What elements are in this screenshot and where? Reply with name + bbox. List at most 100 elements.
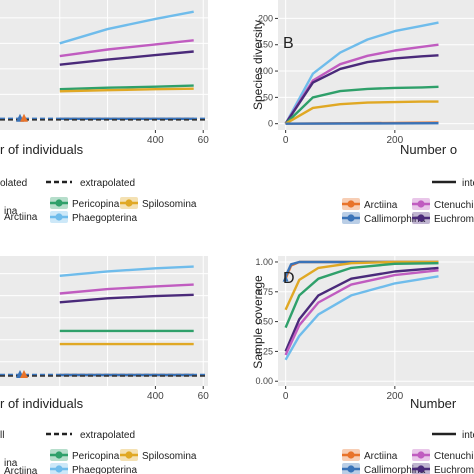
legend-c-item-label: Pericopina xyxy=(72,451,120,462)
legend-a-key-marker xyxy=(125,199,133,207)
panel-b-y-tick-label: 150 xyxy=(258,40,273,50)
panel-d-x-ticks: 0 200 xyxy=(283,386,404,402)
legend-c-key-marker xyxy=(55,451,63,459)
panel-d-y-tick-label: 1.00 xyxy=(255,257,273,267)
panel-d-y-tick-label: 0.25 xyxy=(255,346,273,356)
panel-d-y-tick-label: 0.50 xyxy=(255,317,273,327)
panel-b-y-tick-label: 50 xyxy=(263,92,273,102)
panel-c-x-tick-label: 60 xyxy=(198,391,210,402)
legend-a-item-label: Spilosomina xyxy=(142,199,197,210)
panel-d-x-tick-label: 0 xyxy=(283,391,289,402)
series-marker-arctiina xyxy=(20,113,28,122)
panel-a: 400 60 r of individuals xyxy=(0,0,209,157)
legend-a-item-label: Arctiina xyxy=(4,212,38,223)
series-line-callimorphina xyxy=(285,122,439,125)
legend-c-solid-label: ll xyxy=(0,430,4,441)
series-line-pericopina xyxy=(59,84,194,91)
legend-b-item-label: Arctiina xyxy=(364,200,398,211)
panel-b-x-ticks: 0 200 xyxy=(283,130,404,146)
legend-a-key-marker xyxy=(55,199,63,207)
panel-a-x-ticks: 400 60 xyxy=(147,130,209,146)
legend-c-key-marker xyxy=(125,451,133,459)
series-line-pericopina xyxy=(284,85,439,125)
series-line-ctenuchina xyxy=(59,39,194,58)
legend-c-item-label: Spilosomina xyxy=(142,451,197,462)
panel-a-x-tick-label: 60 xyxy=(198,135,210,146)
panel-d-y-ticks: 0.00 0.25 0.50 0.75 1.00 xyxy=(255,257,278,386)
panel-b-label: B xyxy=(283,35,294,52)
series-line-phaegopterina xyxy=(59,10,194,45)
legend-b-item-label: Ctenuchina xyxy=(434,200,474,211)
panel-d-x-tick-label: 200 xyxy=(386,391,403,402)
legend-d-key-marker xyxy=(417,465,425,473)
legend-c-item-label: Arctiina xyxy=(4,466,38,474)
legend-c-item-label: Phaegopterina xyxy=(72,465,137,474)
panel-d-x-axis-label: Number xyxy=(410,396,457,411)
legend-b-key-marker xyxy=(347,200,355,208)
panel-b-x-tick-label: 0 xyxy=(283,135,289,146)
panel-b-x-axis-label: Number o xyxy=(400,142,457,157)
series-line-euchromiina xyxy=(59,293,194,304)
panel-c-series xyxy=(0,265,208,378)
series-line-pericopina xyxy=(284,262,439,329)
legend-c-dashed-label: extrapolated xyxy=(80,430,135,441)
panel-c-grid xyxy=(0,256,208,386)
legend-c-key-marker xyxy=(55,465,63,473)
legend-d-solid-label: interpolate xyxy=(462,430,474,441)
legend-d: interpolate Arctiina Ctenuchina Callimorph… xyxy=(342,430,474,474)
panel-b-y-tick-label: 200 xyxy=(258,13,273,23)
legend-c: ll extrapolated ina Pericopina Spilosomina… xyxy=(0,430,197,474)
panel-d-y-tick-label: 0.00 xyxy=(255,376,273,386)
series-line-ctenuchina xyxy=(59,283,194,295)
panel-c-background xyxy=(0,256,208,386)
legend-a-item-label: Pericopina xyxy=(72,199,120,210)
panel-c-x-ticks: 400 60 xyxy=(147,386,209,402)
series-line-spilosomina xyxy=(59,87,194,93)
legend-d-key-marker xyxy=(347,465,355,473)
panel-b: 0 50 100 150 200 0 200 B Species diversity Nu… xyxy=(251,0,474,157)
legend-b-key-marker xyxy=(417,200,425,208)
panel-a-background xyxy=(0,0,208,130)
panel-b-y-tick-label: 0 xyxy=(268,119,273,129)
legend-b-item-label: Callimorphina xyxy=(364,214,426,225)
legend-d-item-label: Euchromiina xyxy=(434,465,474,474)
panel-d-y-tick-label: 0.75 xyxy=(255,287,273,297)
legend-d-item-label: Arctiina xyxy=(364,451,398,462)
panel-d-series xyxy=(282,260,439,361)
legend-a-items: ina Pericopina Spilosomina Arctiina Phaegopt… xyxy=(4,197,197,224)
panel-a-x-tick-label: 400 xyxy=(147,135,164,146)
legend-a-dashed-label: extrapolated xyxy=(80,178,135,189)
series-line-phaegopterina xyxy=(284,275,439,361)
legend-a-item-label: Phaegopterina xyxy=(72,213,137,224)
legend-d-key-marker xyxy=(347,451,355,459)
legend-a-item-label: ina xyxy=(4,206,18,217)
panel-b-y-tick-label: 100 xyxy=(258,66,273,76)
series-line-phaegopterina xyxy=(59,265,194,277)
series-line-ctenuchina xyxy=(284,43,439,125)
panel-b-x-tick-label: 200 xyxy=(386,135,403,146)
series-line-phaegopterina xyxy=(284,21,439,125)
series-line-spilosomina xyxy=(284,260,439,311)
panel-d-label: D xyxy=(283,270,295,287)
series-line-ctenuchina xyxy=(284,269,439,356)
panel-b-y-ticks: 0 50 100 150 200 xyxy=(258,13,278,129)
legend-b-item-label: Euchromiina xyxy=(434,214,474,225)
legend-a-key-marker xyxy=(55,213,63,221)
legend-c-item-label: ina xyxy=(4,458,18,469)
legend-a: olated extrapolated ina Pericopina Spiloso… xyxy=(0,178,197,224)
panel-b-series xyxy=(284,21,439,125)
legend-d-key-marker xyxy=(417,451,425,459)
legend-a-solid-label: olated xyxy=(0,178,27,189)
panel-a-series xyxy=(0,10,208,122)
panel-d: 0.00 0.25 0.50 0.75 1.00 0 200 D Sample cover… xyxy=(251,256,474,411)
panel-d-y-axis-label: Sample coverage xyxy=(251,275,265,369)
legend-c-items: ina Pericopina Spilosomina Arctiina Phaegopt… xyxy=(4,449,197,474)
legend-d-item-label: Callimorphina xyxy=(364,465,426,474)
panel-d-background xyxy=(278,256,474,386)
series-line-euchromiina xyxy=(59,50,194,66)
panel-c-x-axis-label: r of individuals xyxy=(0,396,84,411)
series-line-euchromiina xyxy=(284,266,439,352)
legend-d-items: Arctiina Ctenuchina Callimorphina Euchromii… xyxy=(342,449,474,474)
legend-b-key-marker xyxy=(347,214,355,222)
